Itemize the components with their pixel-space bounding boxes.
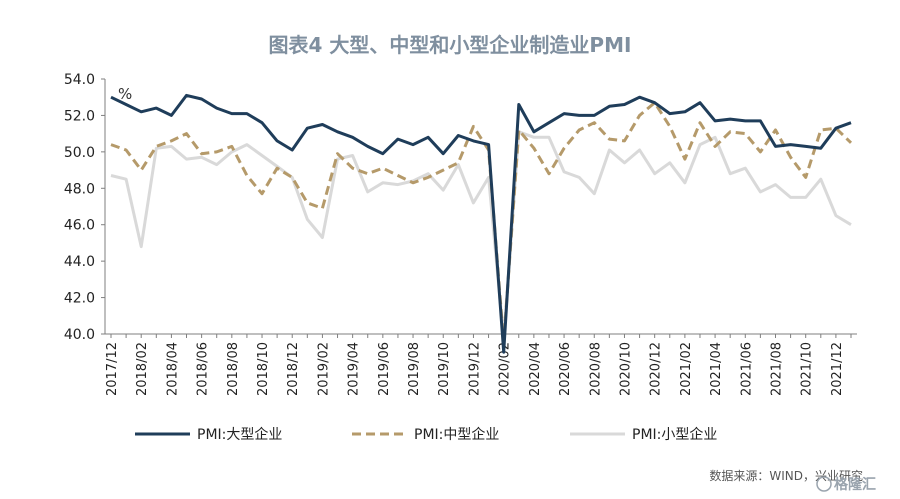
x-tick-label: 2019/12 [467, 342, 482, 396]
logo-icon [816, 476, 832, 492]
x-tick-label: 2020/02 [498, 342, 513, 396]
series-line-2 [110, 101, 853, 345]
y-tick-label: 40.0 [64, 327, 95, 343]
y-tick-label: 54.0 [64, 72, 95, 88]
chart-title: 图表4 大型、中型和小型企业制造业PMI [269, 33, 632, 57]
y-tick-label: 48.0 [64, 181, 95, 197]
logo-text: 格隆汇 [834, 476, 876, 493]
x-tick-label: 2020/04 [528, 342, 543, 396]
x-tick-label: 2020/06 [558, 342, 573, 396]
series-line-3 [110, 130, 852, 341]
watermark-logo: 格隆汇 [816, 476, 876, 493]
x-tick-label: 2019/04 [347, 342, 362, 396]
unit-label: % [118, 85, 132, 103]
x-tick-label: 2018/08 [226, 342, 241, 396]
x-tick-label: 2020/12 [649, 342, 664, 396]
y-tick-label: 52.0 [64, 108, 95, 124]
x-tick-label: 2018/04 [165, 342, 180, 396]
source-note: 数据来源：WIND，兴业研究 [709, 468, 863, 483]
x-tick-label: 2021/08 [769, 342, 784, 396]
series-line-1 [110, 93, 852, 354]
legend-label-3: PMI:小型企业 [632, 426, 717, 443]
legend: PMI:大型企业 PMI:中型企业 PMI:小型企业 [135, 426, 717, 443]
x-tick-label: 2018/02 [135, 342, 150, 396]
x-tick-label: 2021/12 [830, 342, 845, 396]
y-tick-label: 50.0 [64, 145, 95, 161]
x-tick-label: 2020/08 [588, 342, 603, 396]
x-tick-label: 2020/10 [618, 342, 633, 396]
x-tick-label: 2021/04 [709, 342, 724, 396]
legend-label-1: PMI:大型企业 [197, 426, 282, 443]
x-tick-label: 2021/06 [739, 342, 754, 396]
x-tick-label: 2018/06 [196, 342, 211, 396]
x-axis: 2017/12 2018/02 2018/04 2018/06 2018/08 2018/… [105, 333, 857, 396]
y-tick-label: 44.0 [64, 254, 95, 270]
y-axis: 54.0 52.0 50.0 48.0 46.0 44.0 42.0 40.0 [64, 72, 106, 343]
y-tick-label: 46.0 [64, 218, 95, 234]
series-layer [110, 93, 853, 354]
x-tick-label: 2017/12 [105, 342, 120, 396]
x-tick-label: 2018/12 [286, 342, 301, 396]
x-tick-label: 2019/08 [407, 342, 422, 396]
x-tick-label: 2021/02 [679, 342, 694, 396]
legend-label-2: PMI:中型企业 [414, 426, 499, 443]
x-tick-label: 2019/06 [377, 342, 392, 396]
x-tick-label: 2018/10 [256, 342, 271, 396]
x-tick-label: 2019/02 [316, 342, 331, 396]
y-tick-label: 42.0 [64, 291, 95, 307]
x-tick-label: 2021/10 [800, 342, 815, 396]
x-tick-label: 2019/10 [437, 342, 452, 396]
